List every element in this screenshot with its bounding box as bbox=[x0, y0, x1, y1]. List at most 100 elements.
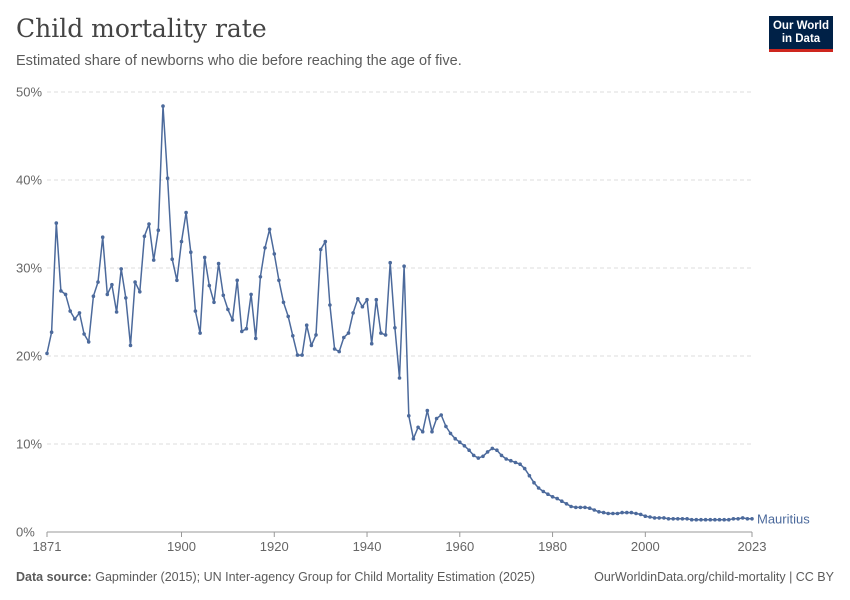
data-point bbox=[128, 343, 133, 348]
data-point bbox=[680, 517, 685, 521]
data-point bbox=[300, 353, 304, 357]
x-tick-label: 2000 bbox=[631, 539, 660, 554]
y-tick-label: 30% bbox=[16, 261, 42, 276]
data-point bbox=[504, 457, 509, 461]
data-point bbox=[286, 314, 291, 319]
data-point bbox=[574, 505, 578, 510]
data-point bbox=[161, 104, 165, 108]
data-point bbox=[332, 347, 337, 351]
data-point bbox=[342, 335, 346, 340]
y-tick-label: 20% bbox=[16, 349, 42, 364]
x-tick-label: 1980 bbox=[538, 539, 567, 554]
data-point bbox=[281, 300, 286, 305]
data-point bbox=[314, 333, 318, 337]
data-point bbox=[643, 514, 648, 518]
data-point bbox=[263, 246, 267, 250]
series-label: Mauritius bbox=[757, 511, 810, 526]
data-point bbox=[634, 511, 638, 516]
data-point bbox=[555, 496, 559, 501]
x-tick-label: 1920 bbox=[260, 539, 289, 554]
footer-link[interactable]: OurWorldinData.org/child-mortality | CC … bbox=[594, 570, 834, 584]
data-point bbox=[662, 516, 666, 520]
data-point bbox=[467, 448, 471, 453]
data-point bbox=[708, 517, 713, 522]
chart-subtitle: Estimated share of newborns who die befo… bbox=[16, 53, 462, 69]
data-point bbox=[291, 334, 295, 338]
data-point bbox=[713, 517, 717, 522]
data-point bbox=[532, 480, 536, 485]
data-point bbox=[105, 292, 110, 297]
series-line bbox=[46, 105, 752, 521]
data-source: Data source: Gapminder (2015); UN Inter-… bbox=[16, 570, 535, 584]
data-point bbox=[444, 424, 448, 429]
data-point bbox=[611, 511, 615, 516]
data-point bbox=[221, 293, 226, 298]
data-point bbox=[750, 517, 754, 521]
data-point bbox=[434, 416, 439, 421]
data-point bbox=[407, 414, 411, 418]
data-point bbox=[249, 292, 253, 297]
data-point bbox=[77, 311, 82, 315]
data-point bbox=[509, 458, 513, 463]
data-point bbox=[703, 517, 708, 522]
data-point bbox=[309, 343, 314, 348]
data-point bbox=[212, 300, 216, 305]
data-point bbox=[170, 257, 174, 262]
data-point bbox=[560, 499, 564, 504]
data-point bbox=[133, 280, 137, 284]
data-point bbox=[295, 353, 300, 357]
data-point bbox=[495, 448, 499, 453]
data-point bbox=[175, 278, 179, 283]
data-point bbox=[481, 454, 485, 459]
data-source-text: Gapminder (2015); UN Inter-agency Group … bbox=[95, 570, 535, 584]
owid-logo[interactable]: Our World in Data bbox=[769, 16, 833, 52]
data-point bbox=[216, 261, 221, 266]
data-point bbox=[184, 210, 188, 215]
data-point bbox=[499, 453, 504, 458]
data-point bbox=[337, 349, 342, 354]
data-point bbox=[356, 297, 360, 301]
data-point bbox=[346, 331, 351, 335]
data-point bbox=[267, 227, 272, 232]
x-tick-label: 1960 bbox=[445, 539, 474, 554]
data-point bbox=[226, 307, 230, 312]
data-point bbox=[685, 517, 689, 521]
data-point bbox=[369, 341, 374, 346]
data-point bbox=[699, 517, 703, 522]
data-point bbox=[328, 303, 332, 307]
data-point bbox=[351, 311, 355, 315]
data-point bbox=[527, 473, 532, 478]
data-point bbox=[207, 283, 212, 288]
y-tick-label: 40% bbox=[16, 173, 42, 188]
data-point bbox=[365, 297, 369, 302]
data-point bbox=[629, 510, 634, 515]
data-point bbox=[124, 296, 128, 300]
data-point bbox=[638, 512, 643, 517]
data-point bbox=[304, 323, 309, 328]
data-point bbox=[458, 440, 462, 445]
data-point bbox=[189, 250, 193, 254]
data-point bbox=[648, 515, 652, 519]
y-tick-label: 0% bbox=[16, 525, 35, 540]
data-point bbox=[68, 309, 72, 313]
data-point bbox=[597, 510, 601, 514]
data-point bbox=[49, 330, 54, 335]
data-point bbox=[110, 282, 114, 287]
chart-title: Child mortality rate bbox=[16, 14, 267, 43]
data-point bbox=[179, 239, 184, 244]
data-point bbox=[411, 436, 416, 441]
data-point bbox=[657, 516, 661, 520]
data-point bbox=[620, 510, 624, 515]
x-tick-label: 1900 bbox=[167, 539, 196, 554]
data-point bbox=[383, 333, 388, 337]
y-tick-label: 50% bbox=[16, 85, 42, 100]
data-point bbox=[583, 505, 587, 510]
data-point bbox=[86, 340, 91, 344]
data-point bbox=[569, 504, 573, 509]
data-point bbox=[689, 517, 694, 522]
data-point bbox=[193, 309, 198, 313]
data-point bbox=[240, 329, 244, 334]
data-point bbox=[476, 456, 481, 460]
data-point bbox=[151, 258, 156, 262]
data-point bbox=[740, 516, 745, 520]
